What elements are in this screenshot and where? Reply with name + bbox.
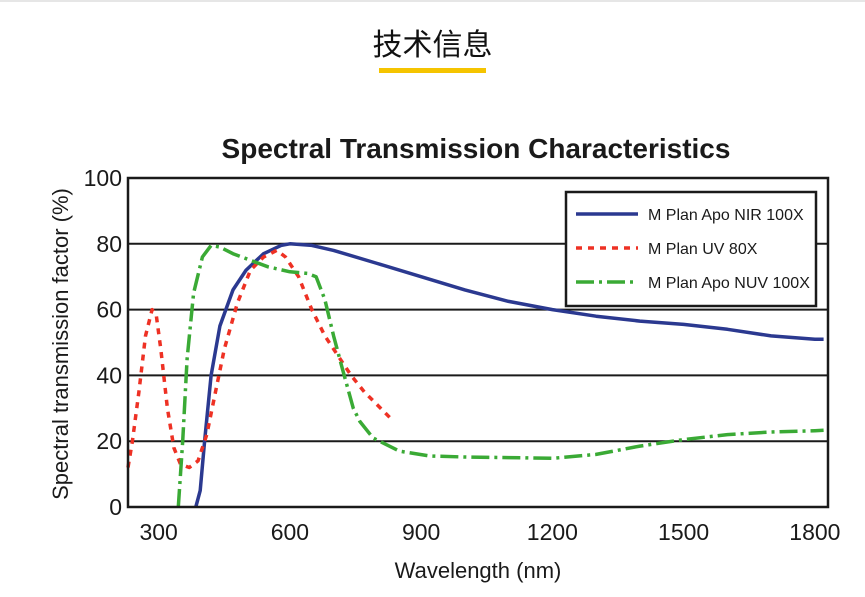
chart-title: Spectral Transmission Characteristics bbox=[222, 133, 731, 164]
x-tick-label-1500: 1500 bbox=[658, 519, 709, 545]
grid-layer bbox=[128, 242, 828, 443]
y-tick-label-40: 40 bbox=[96, 362, 122, 388]
x-tick-label-1200: 1200 bbox=[527, 519, 578, 545]
y-tick-label-0: 0 bbox=[109, 494, 122, 520]
title-underline bbox=[379, 68, 486, 73]
y-tick-label-100: 100 bbox=[84, 165, 122, 191]
y-tick-label-60: 60 bbox=[96, 297, 122, 323]
legend-label-2: M Plan Apo NUV 100X bbox=[648, 275, 810, 292]
frame-layer bbox=[126, 176, 830, 509]
legend-box bbox=[564, 190, 818, 308]
x-axis-label: Wavelength (nm) bbox=[395, 558, 562, 583]
plot-frame bbox=[126, 176, 830, 509]
section-title: 技术信息 bbox=[372, 28, 493, 63]
y-tick-label-20: 20 bbox=[96, 428, 122, 454]
legend-label-1: M Plan UV 80X bbox=[648, 241, 758, 258]
tick-layer: 0 20 40 60 80 100 300 600 900 1200 1500 1800 bbox=[84, 165, 841, 545]
series-line-1 bbox=[126, 248, 392, 470]
y-tick-label-80: 80 bbox=[96, 231, 122, 257]
series-layer bbox=[126, 242, 824, 508]
x-tick-label-300: 300 bbox=[139, 519, 177, 545]
top-border bbox=[0, 0, 865, 2]
legend: M Plan Apo NIR 100X M Plan UV 80X M Plan A… bbox=[564, 190, 818, 308]
x-tick-label-900: 900 bbox=[402, 519, 440, 545]
y-axis-label: Spectral transmission factor (%) bbox=[48, 188, 73, 500]
x-tick-label-1800: 1800 bbox=[789, 519, 840, 545]
series-line-2 bbox=[176, 243, 824, 508]
x-tick-label-600: 600 bbox=[271, 519, 309, 545]
series-line-0 bbox=[194, 242, 824, 508]
legend-label-0: M Plan Apo NIR 100X bbox=[648, 207, 804, 224]
